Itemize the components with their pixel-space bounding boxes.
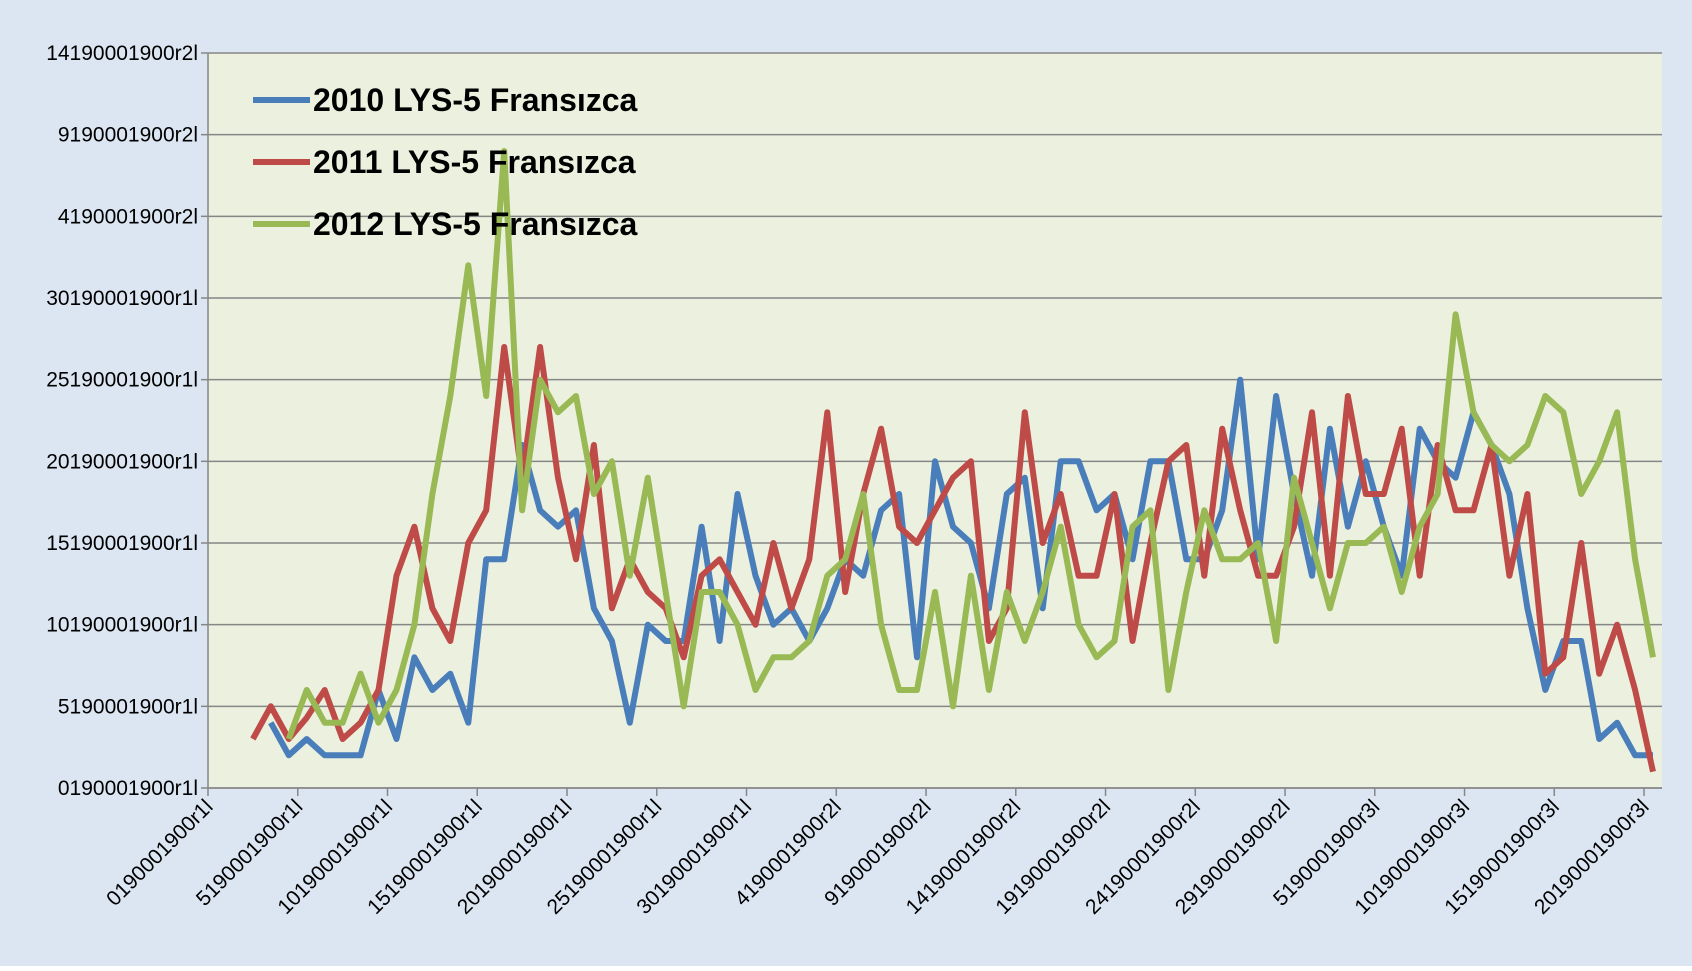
y-tick-label: 14190001900r2l xyxy=(46,42,198,65)
legend-label: 2010 LYS-5 Fransızca xyxy=(313,82,638,118)
legend-label: 2011 LYS-5 Fransızca xyxy=(313,144,636,180)
y-tick-label: 25190001900r1l xyxy=(46,369,198,392)
y-tick-label: 4190001900r2l xyxy=(58,205,198,228)
y-tick-label: 9190001900r2l xyxy=(58,124,198,147)
plot-area xyxy=(208,53,1662,788)
y-tick-label: 30190001900r1l xyxy=(46,287,198,310)
y-tick-label: 0190001900r1l xyxy=(58,777,198,800)
y-tick-label: 15190001900r1l xyxy=(46,532,198,555)
y-tick-label: 5190001900r1l xyxy=(58,695,198,718)
series-line xyxy=(268,376,1653,759)
series-line xyxy=(285,148,1656,741)
y-tick-label: 10190001900r1l xyxy=(46,614,198,637)
y-tick-label: 20190001900r1l xyxy=(46,450,198,473)
series-line xyxy=(250,344,1656,773)
legend-label: 2012 LYS-5 Fransızca xyxy=(313,206,638,242)
